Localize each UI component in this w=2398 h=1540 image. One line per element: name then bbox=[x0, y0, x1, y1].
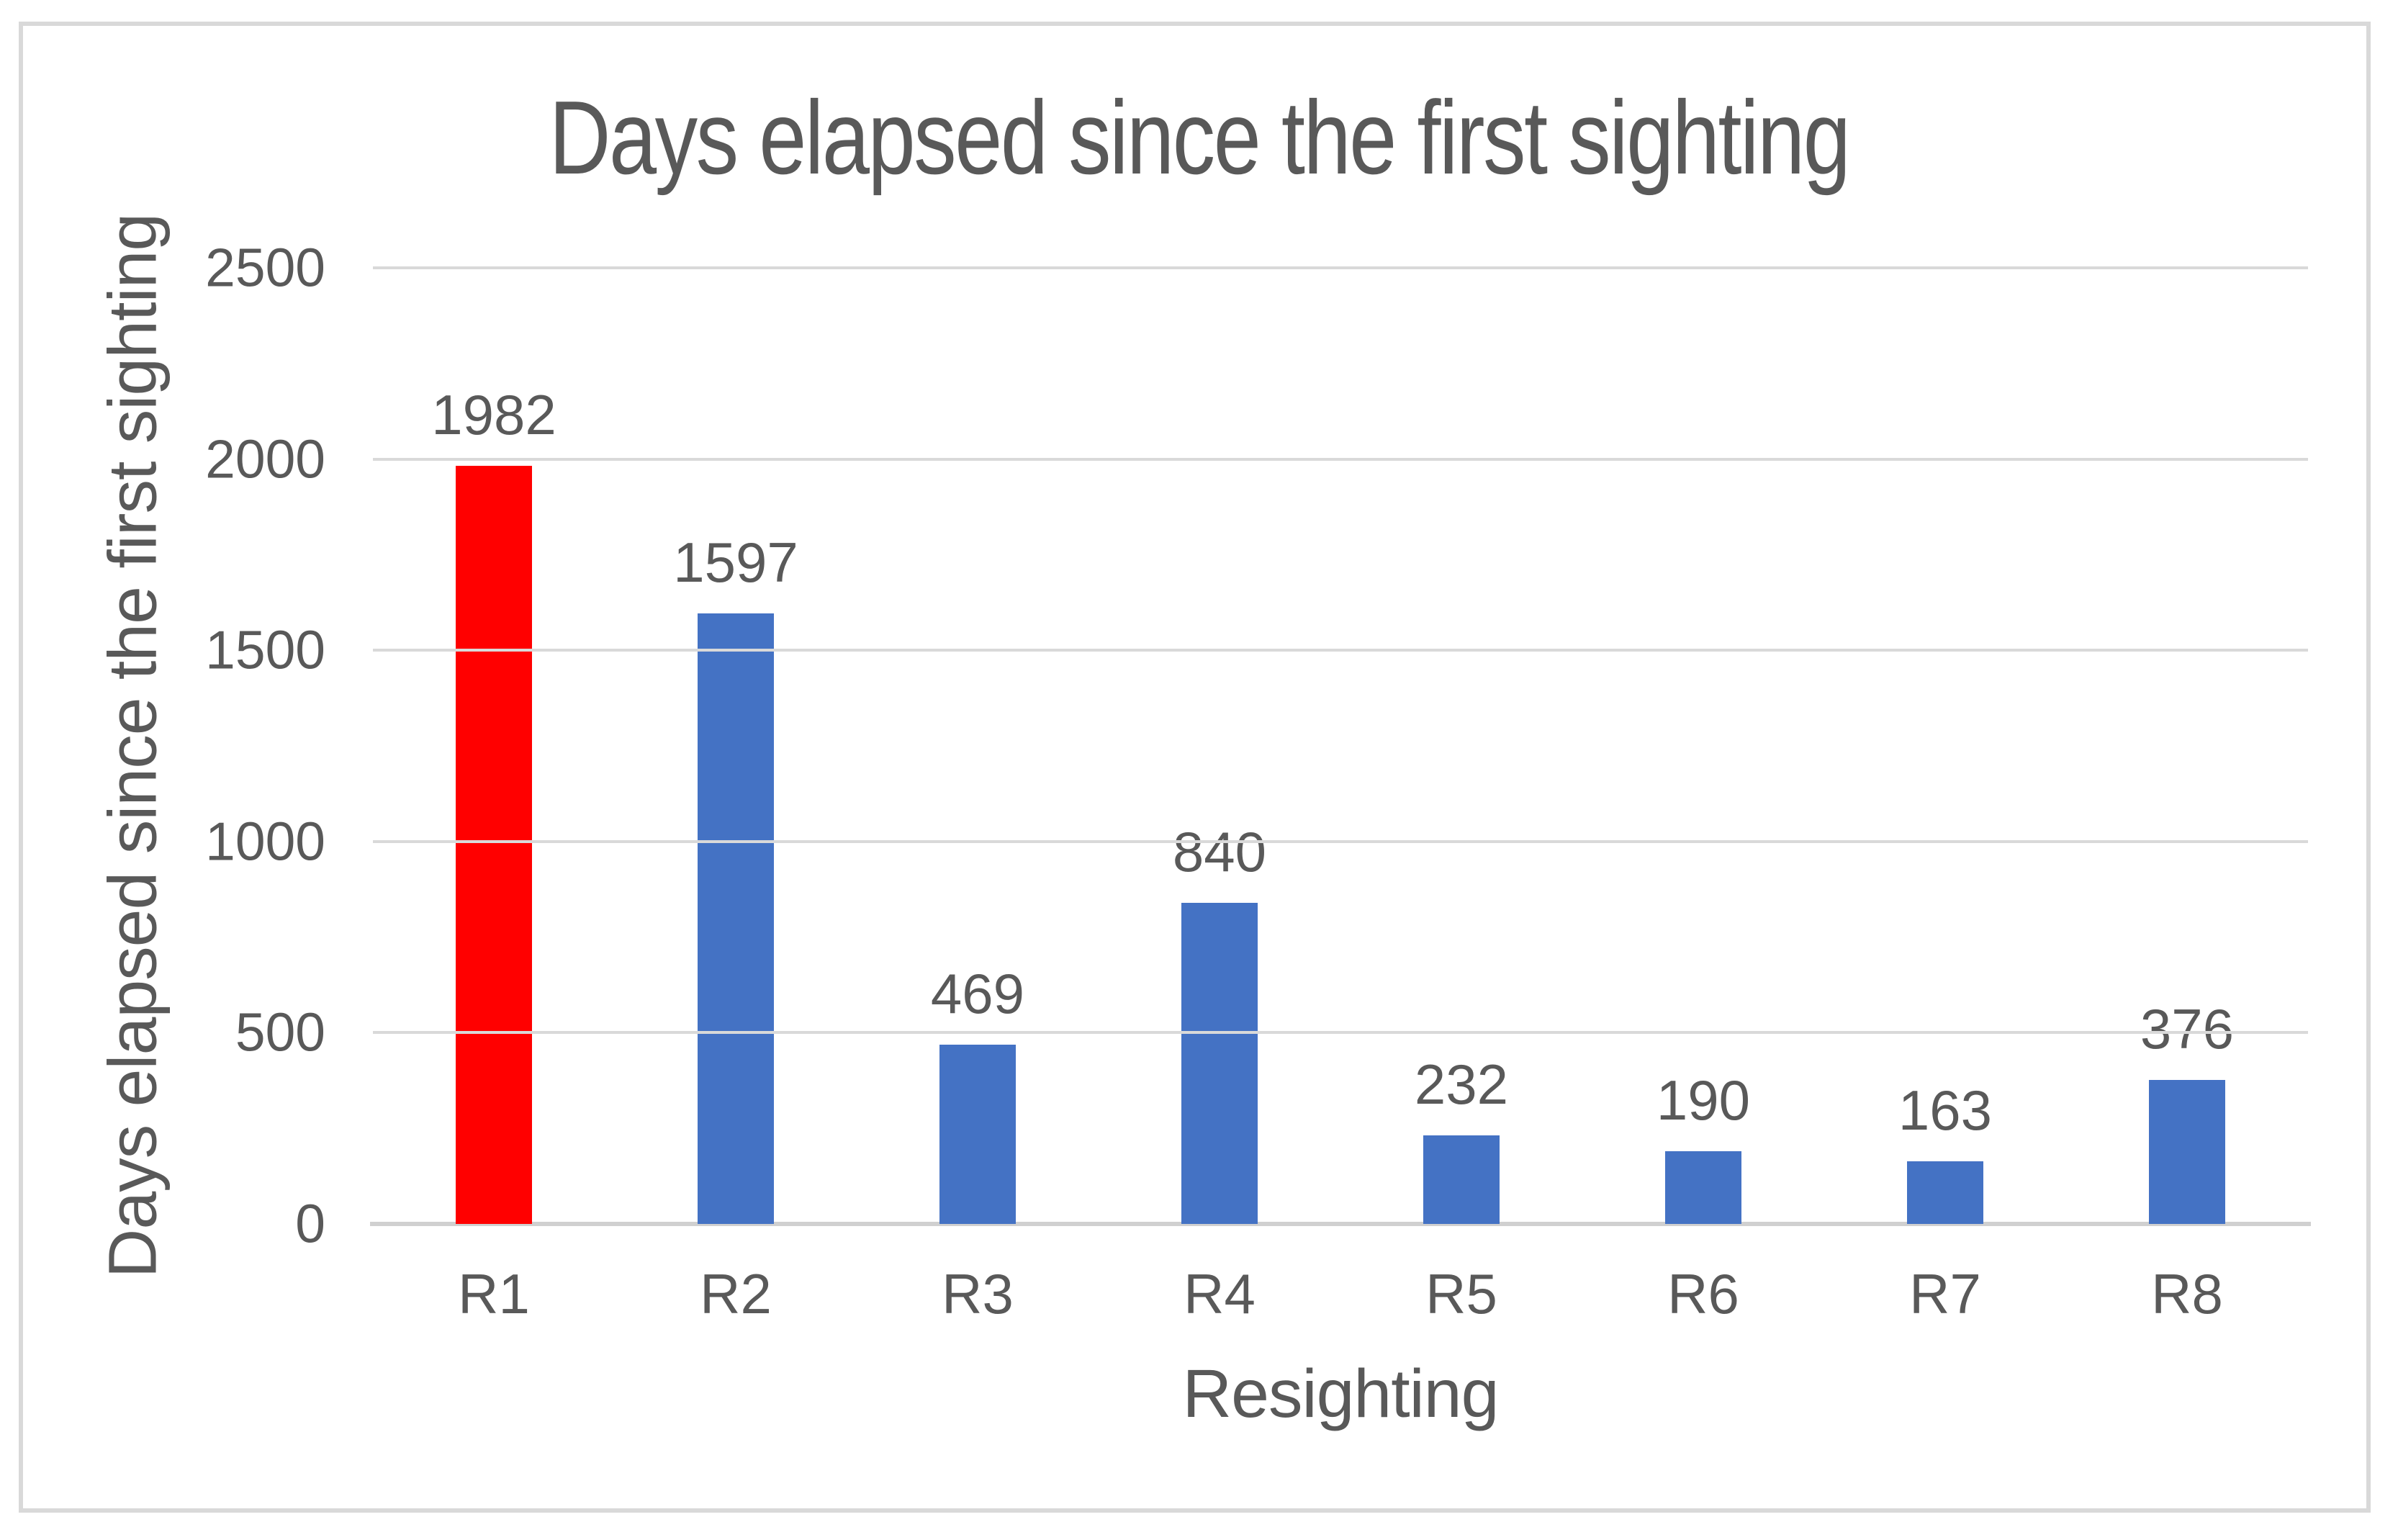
gridline-2500 bbox=[373, 266, 2308, 269]
bar-r5 bbox=[1423, 1135, 1500, 1224]
x-tick-label-r4: R4 bbox=[1184, 1262, 1256, 1325]
x-tick-label-r5: R5 bbox=[1425, 1262, 1497, 1325]
bar-r3 bbox=[939, 1044, 1016, 1224]
x-tick-label-r3: R3 bbox=[942, 1262, 1014, 1325]
x-tick-label-r7: R7 bbox=[1909, 1262, 1981, 1325]
bar-slot-r3: 469 bbox=[857, 268, 1099, 1224]
bar-slot-r8: 376 bbox=[2066, 268, 2308, 1224]
data-label-r6: 190 bbox=[1656, 1068, 1751, 1133]
bar-r4 bbox=[1181, 902, 1258, 1224]
y-axis-ticks: 0 500 1000 1500 2000 2500 bbox=[0, 240, 325, 1251]
y-tick-label: 2500 bbox=[205, 237, 325, 298]
x-tick-label-r8: R8 bbox=[2151, 1262, 2223, 1325]
bar-slot-r2: 1597 bbox=[615, 268, 857, 1224]
data-label-r7: 163 bbox=[1898, 1079, 1993, 1143]
data-label-r8: 376 bbox=[2140, 997, 2235, 1061]
y-tick-label: 1500 bbox=[205, 619, 325, 680]
gridline-500 bbox=[373, 1031, 2308, 1035]
x-tick-label-r6: R6 bbox=[1667, 1262, 1739, 1325]
bars: 1982 1597 469 840 232 190 163 376 bbox=[373, 268, 2308, 1224]
x-axis-ticks: R1 R2 R3 R4 R5 R6 R7 R8 bbox=[373, 1266, 2308, 1322]
bar-r8 bbox=[2149, 1080, 2225, 1224]
gridline-1500 bbox=[373, 649, 2308, 652]
y-tick-label: 0 bbox=[295, 1193, 325, 1254]
y-tick-label: 500 bbox=[235, 1001, 325, 1063]
y-tick-label: 1000 bbox=[205, 811, 325, 872]
bar-r6 bbox=[1665, 1151, 1741, 1224]
bar-r1 bbox=[456, 466, 532, 1224]
data-label-r5: 232 bbox=[1414, 1052, 1509, 1116]
bar-slot-r1: 1982 bbox=[373, 268, 615, 1224]
data-label-r2: 1597 bbox=[673, 530, 798, 594]
data-label-r4: 840 bbox=[1172, 819, 1267, 883]
x-tick-label-r1: R1 bbox=[458, 1262, 530, 1325]
bar-slot-r4: 840 bbox=[1099, 268, 1340, 1224]
gridline-2000 bbox=[373, 457, 2308, 461]
plot-area: 1982 1597 469 840 232 190 163 376 bbox=[370, 266, 2311, 1226]
bar-r2 bbox=[698, 613, 774, 1224]
bar-slot-r7: 163 bbox=[1824, 268, 2066, 1224]
gridline-1000 bbox=[373, 839, 2308, 843]
y-tick-label: 2000 bbox=[205, 428, 325, 490]
bar-r7 bbox=[1907, 1161, 1983, 1224]
bar-slot-r6: 190 bbox=[1582, 268, 1824, 1224]
x-axis-line bbox=[370, 1222, 2311, 1226]
bar-slot-r5: 232 bbox=[1340, 268, 1582, 1224]
data-label-r3: 469 bbox=[930, 961, 1025, 1025]
chart-frame bbox=[19, 22, 2371, 1513]
chart-title: Days elapsed since the first sighting bbox=[549, 79, 1851, 196]
data-label-r1: 1982 bbox=[431, 383, 556, 447]
x-tick-label-r2: R2 bbox=[700, 1262, 772, 1325]
x-axis-title: Resighting bbox=[1182, 1356, 1500, 1432]
